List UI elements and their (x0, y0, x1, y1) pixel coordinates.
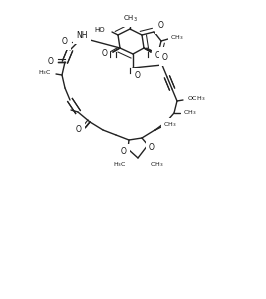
Text: H$_3$C: H$_3$C (113, 161, 127, 170)
Text: NH: NH (77, 31, 88, 40)
Text: CH$_3$: CH$_3$ (150, 161, 164, 170)
Text: HO: HO (94, 27, 105, 33)
Text: CH$_3$: CH$_3$ (123, 14, 138, 24)
Text: O: O (149, 144, 155, 152)
Text: CH$_3$: CH$_3$ (163, 120, 177, 129)
Text: O: O (158, 22, 164, 30)
Text: O: O (162, 54, 168, 62)
Text: O: O (155, 51, 161, 60)
Text: OCH$_3$: OCH$_3$ (187, 94, 205, 103)
Text: CH$_3$: CH$_3$ (183, 109, 197, 118)
Text: CH$_3$: CH$_3$ (170, 33, 184, 42)
Text: O: O (135, 71, 141, 80)
Text: O: O (121, 147, 127, 156)
Text: H$_3$C: H$_3$C (38, 68, 52, 77)
Text: O: O (48, 57, 54, 66)
Text: O: O (62, 37, 68, 47)
Text: O: O (101, 50, 107, 59)
Text: O: O (76, 126, 82, 135)
